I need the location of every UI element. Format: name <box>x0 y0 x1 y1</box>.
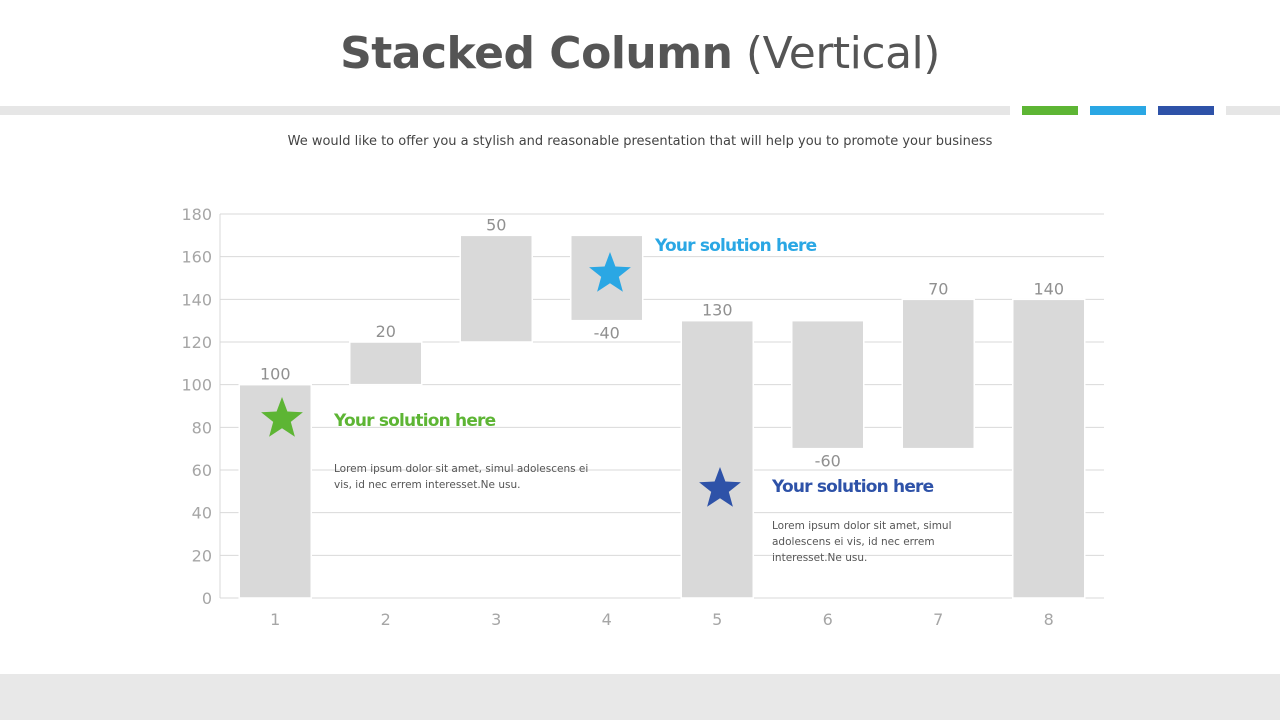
data-label: -40 <box>594 324 620 343</box>
data-label: -60 <box>815 452 841 471</box>
bar <box>680 319 754 599</box>
y-tick-label: 100 <box>181 376 212 395</box>
x-tick-label: 8 <box>1044 610 1054 629</box>
y-tick-label: 80 <box>192 418 212 437</box>
data-label: 20 <box>376 322 396 341</box>
callout-body-green: Lorem ipsum dolor sit amet, simul adoles… <box>334 463 589 491</box>
y-tick-label: 40 <box>192 504 212 523</box>
divider-gap <box>1214 106 1226 115</box>
x-tick-label: 3 <box>491 610 501 629</box>
x-tick-label: 6 <box>823 610 833 629</box>
accent-bar-light-blue <box>1090 106 1146 115</box>
bar <box>791 319 865 450</box>
x-tick-label: 4 <box>602 610 612 629</box>
y-tick-label: 160 <box>181 248 212 267</box>
data-label: 140 <box>1033 279 1064 298</box>
y-tick-label: 140 <box>181 290 212 309</box>
data-label: 50 <box>486 215 506 234</box>
bar <box>1012 298 1086 599</box>
callout-title-light-blue: Your solution here <box>655 236 817 256</box>
star-icon-dark-blue <box>699 467 741 507</box>
data-label: 130 <box>702 301 733 320</box>
star-icon-green <box>261 397 303 437</box>
header-divider <box>0 106 1280 115</box>
subtitle: We would like to offer you a stylish and… <box>287 134 993 149</box>
x-tick-label: 2 <box>381 610 391 629</box>
y-tick-label: 20 <box>192 546 212 565</box>
bar <box>901 298 975 450</box>
callout-body-dark-blue: Lorem ipsum dolor sit amet, simul adoles… <box>772 520 952 564</box>
data-label: 100 <box>260 365 291 384</box>
data-label: 70 <box>928 279 948 298</box>
y-tick-label: 60 <box>192 461 212 480</box>
x-tick-label: 5 <box>712 610 722 629</box>
x-tick-label: 1 <box>270 610 280 629</box>
divider-gap <box>1146 106 1158 115</box>
accent-bar-dark-blue <box>1158 106 1214 115</box>
accent-bar-green <box>1022 106 1078 115</box>
title-bold: Stacked Column <box>340 28 733 79</box>
y-tick-label: 180 <box>181 205 212 224</box>
callout-title-dark-blue: Your solution here <box>772 477 934 497</box>
title-light: (Vertical) <box>745 28 941 79</box>
x-tick-label: 7 <box>933 610 943 629</box>
divider-gap <box>1010 106 1022 115</box>
callout-title-green: Your solution here <box>334 411 496 431</box>
footer-bar <box>0 674 1280 720</box>
divider-gap <box>1078 106 1090 115</box>
page-title: Stacked Column (Vertical) <box>0 28 1280 79</box>
bar <box>349 341 423 386</box>
y-tick-label: 120 <box>181 333 212 352</box>
y-tick-label: 0 <box>202 589 212 608</box>
bar <box>459 234 533 343</box>
star-icon-light-blue <box>589 252 631 292</box>
